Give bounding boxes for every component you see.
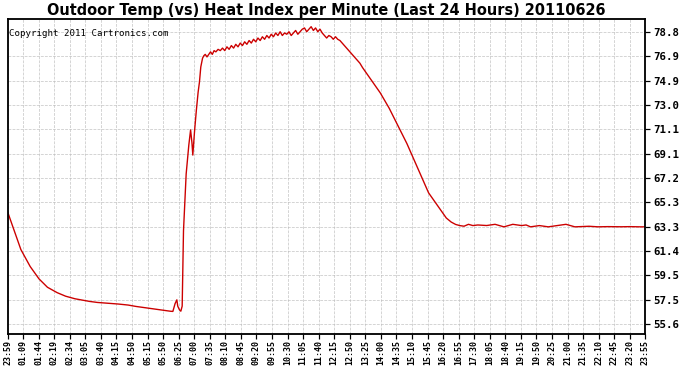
Text: Copyright 2011 Cartronics.com: Copyright 2011 Cartronics.com — [10, 29, 169, 38]
Title: Outdoor Temp (vs) Heat Index per Minute (Last 24 Hours) 20110626: Outdoor Temp (vs) Heat Index per Minute … — [47, 3, 606, 18]
